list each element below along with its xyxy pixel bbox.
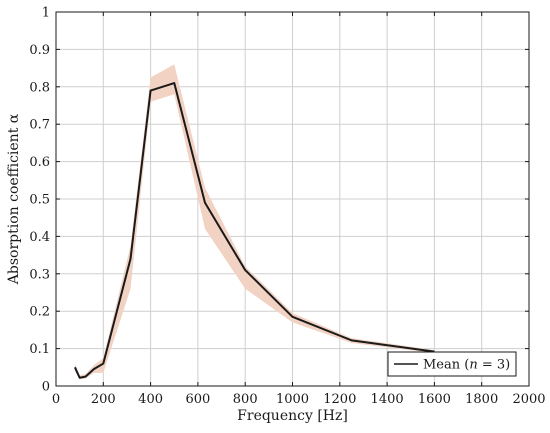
y-tick-label: 0.3 (29, 267, 50, 282)
y-ticks: 0 0.1 0.2 0.3 0.4 0.5 0.6 0.7 0.8 0.9 1 (29, 6, 529, 395)
y-axis-label: Absorption coefficient α (6, 113, 22, 285)
y-tick-label: 0 (42, 380, 50, 395)
x-tick-label: 600 (185, 392, 210, 407)
x-ticks: 0 200 400 600 800 1000 1200 1400 1600 1800 2000 (52, 12, 546, 407)
x-tick-label: 1600 (418, 392, 451, 407)
y-tick-label: 1 (42, 6, 50, 21)
x-tick-label: 400 (138, 392, 163, 407)
legend: Mean (n = 3) (387, 351, 517, 377)
y-tick-label: 0.4 (29, 230, 50, 245)
std-band (74, 64, 435, 380)
y-tick-label: 0.6 (29, 155, 50, 170)
x-tick-label: 1000 (276, 392, 309, 407)
y-tick-label: 0.2 (29, 305, 50, 320)
x-tick-label: 2000 (512, 392, 545, 407)
grid (55, 11, 530, 387)
series-line (74, 82, 435, 379)
legend-suffix: = 3) (478, 358, 511, 373)
line-layer (74, 82, 435, 379)
legend-label: Mean (n = 3) (423, 358, 510, 373)
legend-prefix: Mean ( (423, 358, 469, 373)
legend-var: n (469, 358, 477, 373)
x-tick-label: 1800 (465, 392, 498, 407)
y-tick-label: 0.5 (29, 193, 50, 208)
band-layer (74, 64, 435, 380)
x-tick-label: 1400 (371, 392, 404, 407)
x-tick-label: 1200 (323, 392, 356, 407)
x-tick-label: 800 (233, 392, 258, 407)
y-tick-label: 0.9 (29, 43, 50, 58)
y-tick-label: 0.8 (29, 80, 50, 95)
y-tick-label: 0.1 (29, 342, 50, 357)
y-tick-label: 0.7 (29, 118, 50, 133)
x-tick-label: 0 (52, 392, 60, 407)
x-tick-label: 200 (91, 392, 116, 407)
x-axis-label: Frequency [Hz] (237, 408, 348, 424)
